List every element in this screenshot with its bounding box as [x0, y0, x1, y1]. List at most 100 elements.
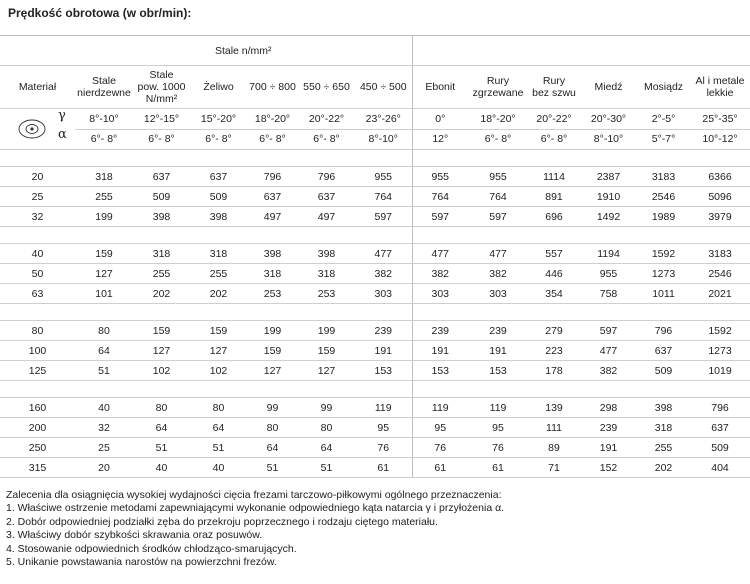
- angle-value: 12°: [411, 128, 469, 150]
- speed-value: 64: [298, 437, 355, 458]
- spacer-cell: [247, 226, 298, 244]
- data-row: 80 80 159 159 199 199 239 239 239 279 597 796 1592: [0, 320, 750, 341]
- diameter: 315: [0, 457, 75, 478]
- spacer-cell: [0, 380, 75, 398]
- speed-value: 80: [75, 320, 133, 341]
- speed-value: 71: [528, 457, 581, 478]
- header-cell: [690, 35, 750, 66]
- spacer-cell: [355, 380, 413, 398]
- spacer-cell: [637, 380, 691, 398]
- speed-value: 223: [528, 340, 581, 361]
- spacer-cell: [355, 226, 413, 244]
- spacer-cell: [247, 380, 298, 398]
- spacer-cell: [637, 303, 691, 321]
- header-cell: [580, 35, 638, 66]
- speed-value: 597: [355, 206, 413, 227]
- speed-value: 101: [75, 283, 133, 304]
- speed-value: 637: [247, 186, 298, 207]
- speed-value: 159: [298, 340, 355, 361]
- spacer-cell: [0, 226, 75, 244]
- spacer-cell: [411, 226, 469, 244]
- speed-value: 61: [355, 457, 413, 478]
- spacer-cell: [75, 380, 133, 398]
- data-row: 40 159 318 318 398 398 477 477 477 557 1194 1592 318…: [0, 243, 750, 264]
- speed-value: 95: [468, 417, 529, 438]
- speed-value: 239: [580, 417, 638, 438]
- spacer-cell: [75, 149, 133, 167]
- angle-value: 8°-10°: [355, 128, 413, 150]
- icon-center: [30, 127, 34, 131]
- spacer-cell: [133, 226, 190, 244]
- speed-value: 354: [528, 283, 581, 304]
- spacer-cell: [247, 303, 298, 321]
- spacer-cell: [190, 226, 247, 244]
- speed-value: 153: [355, 360, 413, 381]
- speed-value: 119: [355, 397, 413, 418]
- data-row: 100 64 127 127 159 159 191 191 191 223 477 637 1273: [0, 340, 750, 361]
- spacer-cell: [0, 303, 75, 321]
- angle-value: 8°-10°: [580, 128, 638, 150]
- angle-value: 18°-20°: [247, 108, 298, 130]
- speed-value: 637: [190, 166, 247, 187]
- speed-value: 318: [637, 417, 691, 438]
- speed-value: 1910: [580, 186, 638, 207]
- header-cell: [411, 35, 469, 66]
- speed-value: 796: [637, 320, 691, 341]
- angle-row: γ α 8°-10° 12°-15° 15°-20° 18°-20° 20°-22° 23°-…: [0, 108, 750, 150]
- header-line: nierdzewne: [77, 87, 131, 99]
- speed-value: 1989: [637, 206, 691, 227]
- header-row: Materiał Stale nierdzewne Stale pow. 1000 N/m…: [0, 65, 750, 109]
- speed-value: 111: [528, 417, 581, 438]
- angle-value: 2°-5°: [637, 108, 691, 130]
- spacer-cell: [75, 303, 133, 321]
- angle-value: 6°- 8°: [528, 128, 581, 150]
- speed-value: 597: [411, 206, 469, 227]
- speed-value: 20: [75, 457, 133, 478]
- angle-value: 20°-30°: [580, 108, 638, 130]
- speed-value: 1273: [690, 340, 750, 361]
- speed-value: 509: [690, 437, 750, 458]
- speed-value: 153: [468, 360, 529, 381]
- spacer-cell: [0, 149, 75, 167]
- spacer-cell: [133, 149, 190, 167]
- diameter: 40: [0, 243, 75, 264]
- speed-value: 477: [580, 340, 638, 361]
- note-item: 1. Właściwe ostrzenie metodami zapewniaj…: [6, 502, 505, 515]
- header-line: Stale: [149, 69, 174, 81]
- column-header: Mosiądz: [637, 65, 691, 109]
- speed-value: 3979: [690, 206, 750, 227]
- note-item: 4. Stosowanie odpowiednich środków chłod…: [6, 542, 297, 555]
- speed-value: 51: [133, 437, 190, 458]
- header-cell: [0, 35, 75, 66]
- header-line: N/mm²: [145, 93, 178, 105]
- spacer-cell: [690, 149, 750, 167]
- speed-value: 191: [411, 340, 469, 361]
- data-row: 25 255 509 509 637 637 764 764 764 891 1910 2546 509…: [0, 186, 750, 207]
- spacer-cell: [528, 303, 581, 321]
- spacer-cell: [298, 226, 355, 244]
- note-item: 2. Dobór odpowiedniej podziałki zęba do …: [6, 515, 438, 528]
- speed-value: 764: [355, 186, 413, 207]
- speed-value: 40: [133, 457, 190, 478]
- speed-value: 509: [637, 360, 691, 381]
- speed-value: 76: [411, 437, 469, 458]
- angle-value: 23°-26°: [355, 108, 413, 130]
- speed-value: 191: [468, 340, 529, 361]
- angle-row: 6°- 8° 6°- 8° 6°- 8° 6°- 8° 6°- 8° 8°-10° 12° 6…: [0, 128, 750, 150]
- speed-value: 191: [355, 340, 413, 361]
- angle-symbol: α: [58, 127, 67, 142]
- header-line: Stale: [92, 75, 116, 87]
- speed-value: 2546: [637, 186, 691, 207]
- speed-value: 955: [580, 263, 638, 284]
- speed-value: 127: [75, 263, 133, 284]
- notes-list: 1. Właściwe ostrzenie metodami zapewniaj…: [6, 502, 504, 569]
- speed-value: 382: [411, 263, 469, 284]
- column-header: Materiał: [0, 65, 75, 109]
- speed-value: 152: [580, 457, 638, 478]
- speed-value: 404: [690, 457, 750, 478]
- speed-value: 758: [580, 283, 638, 304]
- speed-value: 796: [298, 166, 355, 187]
